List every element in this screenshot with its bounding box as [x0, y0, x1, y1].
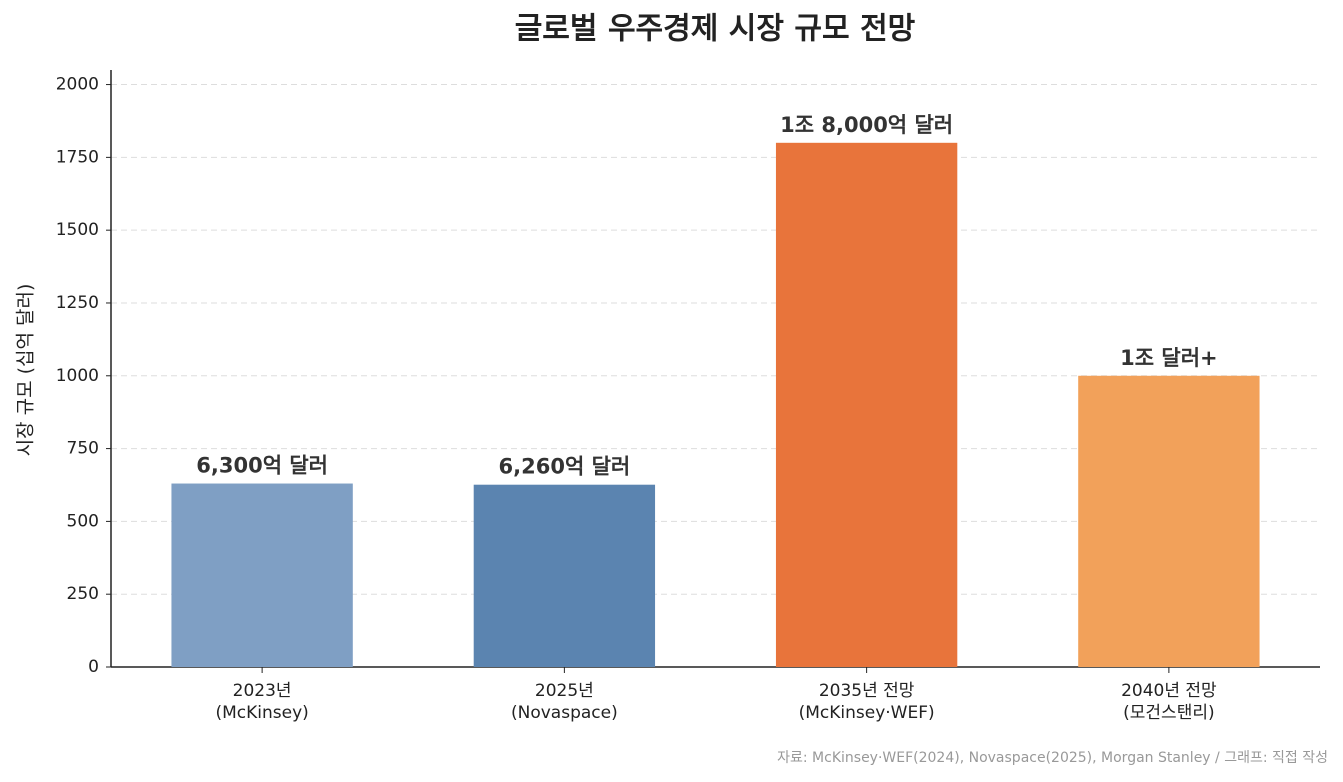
y-tick-label: 2000 [56, 75, 99, 95]
x-tick-label: 2035년 전망 (McKinsey·WEF) [798, 681, 935, 723]
bar [473, 484, 656, 667]
y-tick-label: 1750 [56, 147, 99, 167]
bar [775, 142, 958, 667]
y-tick-label: 250 [67, 584, 99, 604]
y-tick-label: 1000 [56, 366, 99, 386]
y-axis-label: 시장 규모 (십억 달러) [15, 284, 37, 457]
y-tick-label: 0 [88, 657, 99, 677]
y-tick-label: 1500 [56, 220, 99, 240]
x-tick-label: 2025년 (Novaspace) [511, 681, 618, 723]
y-tick-label: 500 [67, 511, 99, 531]
bar [171, 483, 353, 667]
value-label: 6,300억 달러 [196, 454, 328, 478]
bar [1078, 375, 1260, 667]
value-label: 1조 달러+ [1120, 346, 1217, 370]
y-tick-label: 1250 [56, 293, 99, 313]
x-tick-label: 2040년 전망 (모건스탠리) [1121, 681, 1217, 723]
source-note: 자료: McKinsey·WEF(2024), Novaspace(2025),… [777, 750, 1328, 766]
y-tick-label: 750 [67, 439, 99, 459]
value-label: 1조 8,000억 달러 [780, 113, 953, 137]
x-tick-label: 2023년 (McKinsey) [215, 681, 309, 723]
value-label: 6,260억 달러 [499, 455, 631, 479]
chart-title: 글로벌 우주경제 시장 규모 전망 [515, 12, 916, 47]
